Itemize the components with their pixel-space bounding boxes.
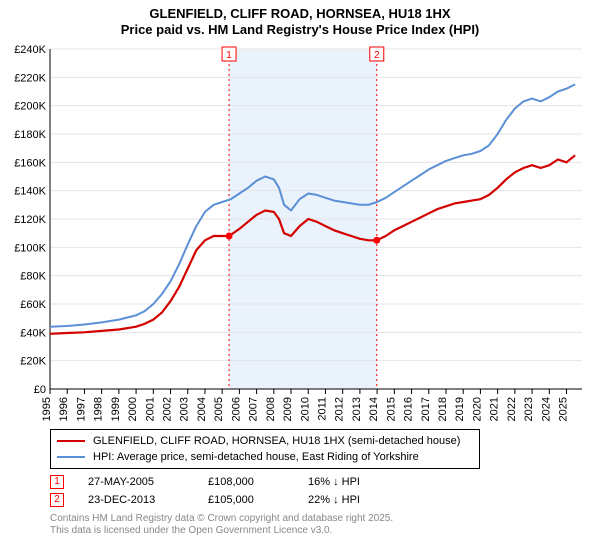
svg-text:2024: 2024 — [540, 397, 552, 421]
legend-label-0: GLENFIELD, CLIFF ROAD, HORNSEA, HU18 1HX… — [93, 435, 460, 447]
legend-box: GLENFIELD, CLIFF ROAD, HORNSEA, HU18 1HX… — [50, 429, 480, 469]
svg-text:£60K: £60K — [20, 299, 46, 311]
svg-text:2019: 2019 — [454, 397, 466, 421]
sales-date-0: 27-MAY-2005 — [88, 476, 208, 488]
footer-line-2: This data is licensed under the Open Gov… — [50, 525, 592, 538]
svg-text:2021: 2021 — [489, 397, 501, 421]
svg-text:1998: 1998 — [93, 397, 105, 421]
svg-text:2006: 2006 — [230, 397, 242, 421]
svg-text:2025: 2025 — [558, 397, 570, 421]
svg-text:2007: 2007 — [248, 397, 260, 421]
svg-text:1997: 1997 — [75, 397, 87, 421]
svg-text:2013: 2013 — [351, 397, 363, 421]
sales-pct-0: 16% ↓ HPI — [308, 476, 428, 488]
svg-text:2018: 2018 — [437, 397, 449, 421]
svg-text:1996: 1996 — [58, 397, 70, 421]
svg-text:2: 2 — [374, 50, 380, 61]
footer-line-1: Contains HM Land Registry data © Crown c… — [50, 513, 592, 526]
svg-text:1999: 1999 — [110, 397, 122, 421]
svg-text:£180K: £180K — [14, 129, 46, 141]
svg-text:2002: 2002 — [162, 397, 174, 421]
svg-text:1995: 1995 — [41, 397, 53, 421]
svg-text:£140K: £140K — [14, 185, 46, 197]
legend-row-0: GLENFIELD, CLIFF ROAD, HORNSEA, HU18 1HX… — [57, 433, 473, 449]
svg-text:2022: 2022 — [506, 397, 518, 421]
sales-row-0: 1 27-MAY-2005 £108,000 16% ↓ HPI — [50, 473, 592, 491]
svg-text:2004: 2004 — [196, 397, 208, 421]
svg-text:2001: 2001 — [144, 397, 156, 421]
chart-container: GLENFIELD, CLIFF ROAD, HORNSEA, HU18 1HX… — [0, 0, 600, 542]
title-line-1: GLENFIELD, CLIFF ROAD, HORNSEA, HU18 1HX — [8, 6, 592, 22]
svg-text:£80K: £80K — [20, 270, 46, 282]
svg-text:1: 1 — [226, 50, 232, 61]
svg-text:2023: 2023 — [523, 397, 535, 421]
sales-marker-1: 2 — [50, 493, 64, 507]
title-line-2: Price paid vs. HM Land Registry's House … — [8, 22, 592, 38]
svg-text:£160K: £160K — [14, 157, 46, 169]
svg-text:£0: £0 — [34, 384, 46, 396]
svg-text:2009: 2009 — [282, 397, 294, 421]
svg-text:2008: 2008 — [265, 397, 277, 421]
chart-area: £0 £20K £40K £60K £80K £100K £120K £140K £160K £1… — [8, 43, 592, 423]
svg-text:£240K: £240K — [14, 44, 46, 56]
svg-text:£120K: £120K — [14, 214, 46, 226]
chart-svg: £0 £20K £40K £60K £80K £100K £120K £140K £160K £1… — [8, 43, 592, 423]
svg-text:2020: 2020 — [471, 397, 483, 421]
svg-text:2015: 2015 — [385, 397, 397, 421]
svg-text:2017: 2017 — [420, 397, 432, 421]
title-block: GLENFIELD, CLIFF ROAD, HORNSEA, HU18 1HX… — [8, 6, 592, 39]
svg-text:2014: 2014 — [368, 397, 380, 421]
footer-attribution: Contains HM Land Registry data © Crown c… — [50, 513, 592, 538]
svg-text:£220K: £220K — [14, 72, 46, 84]
sales-row-1: 2 23-DEC-2013 £105,000 22% ↓ HPI — [50, 491, 592, 509]
sales-price-1: £105,000 — [208, 494, 308, 506]
svg-text:2011: 2011 — [316, 397, 328, 421]
sales-date-1: 23-DEC-2013 — [88, 494, 208, 506]
svg-text:£100K: £100K — [14, 242, 46, 254]
svg-text:£20K: £20K — [20, 355, 46, 367]
svg-text:2010: 2010 — [299, 397, 311, 421]
svg-text:2000: 2000 — [127, 397, 139, 421]
legend-swatch-0 — [57, 440, 85, 442]
svg-text:2005: 2005 — [213, 397, 225, 421]
sales-pct-1: 22% ↓ HPI — [308, 494, 428, 506]
svg-text:2016: 2016 — [403, 397, 415, 421]
svg-text:2012: 2012 — [334, 397, 346, 421]
legend-label-1: HPI: Average price, semi-detached house,… — [93, 451, 419, 463]
sales-marker-0: 1 — [50, 475, 64, 489]
sales-price-0: £108,000 — [208, 476, 308, 488]
legend-row-1: HPI: Average price, semi-detached house,… — [57, 449, 473, 465]
svg-text:£40K: £40K — [20, 327, 46, 339]
svg-text:£200K: £200K — [14, 100, 46, 112]
legend-swatch-1 — [57, 456, 85, 458]
svg-text:2003: 2003 — [179, 397, 191, 421]
sales-table: 1 27-MAY-2005 £108,000 16% ↓ HPI 2 23-DE… — [50, 473, 592, 509]
